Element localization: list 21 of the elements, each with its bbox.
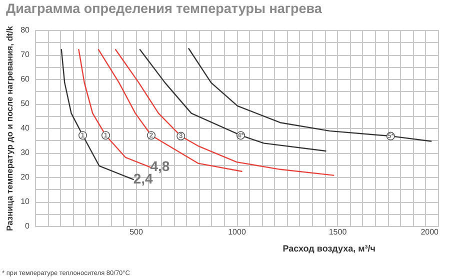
y-tick-label: 10: [20, 197, 30, 206]
y-tick-label: 80: [20, 26, 30, 34]
x-tick-label: 500: [130, 228, 144, 236]
y-tick-label: 40: [20, 124, 30, 132]
x-tick-label: 2000: [420, 228, 440, 236]
line-series: [139, 49, 326, 152]
line-series: [188, 48, 432, 142]
y-tick-label: 0: [25, 222, 30, 230]
x-tick-label: 1000: [228, 228, 246, 236]
x-tick-label: 1500: [328, 228, 348, 236]
y-tick-label: 70: [20, 50, 30, 59]
line-series: [78, 49, 151, 168]
line-series: [98, 49, 242, 172]
y-tick-label: 50: [20, 99, 30, 108]
y-tick-label: 60: [20, 74, 30, 84]
x-axis-title: Расход воздуха, м³/ч: [282, 244, 376, 254]
y-tick-label: 30: [20, 148, 30, 157]
y-axis-title: Разница температур до и после нагревания, dt/k: [4, 26, 15, 231]
line-series: [60, 49, 134, 180]
y-tick-label: 20: [20, 172, 30, 182]
chart-title: Диаграмма определения температуры нагрева: [6, 1, 322, 16]
